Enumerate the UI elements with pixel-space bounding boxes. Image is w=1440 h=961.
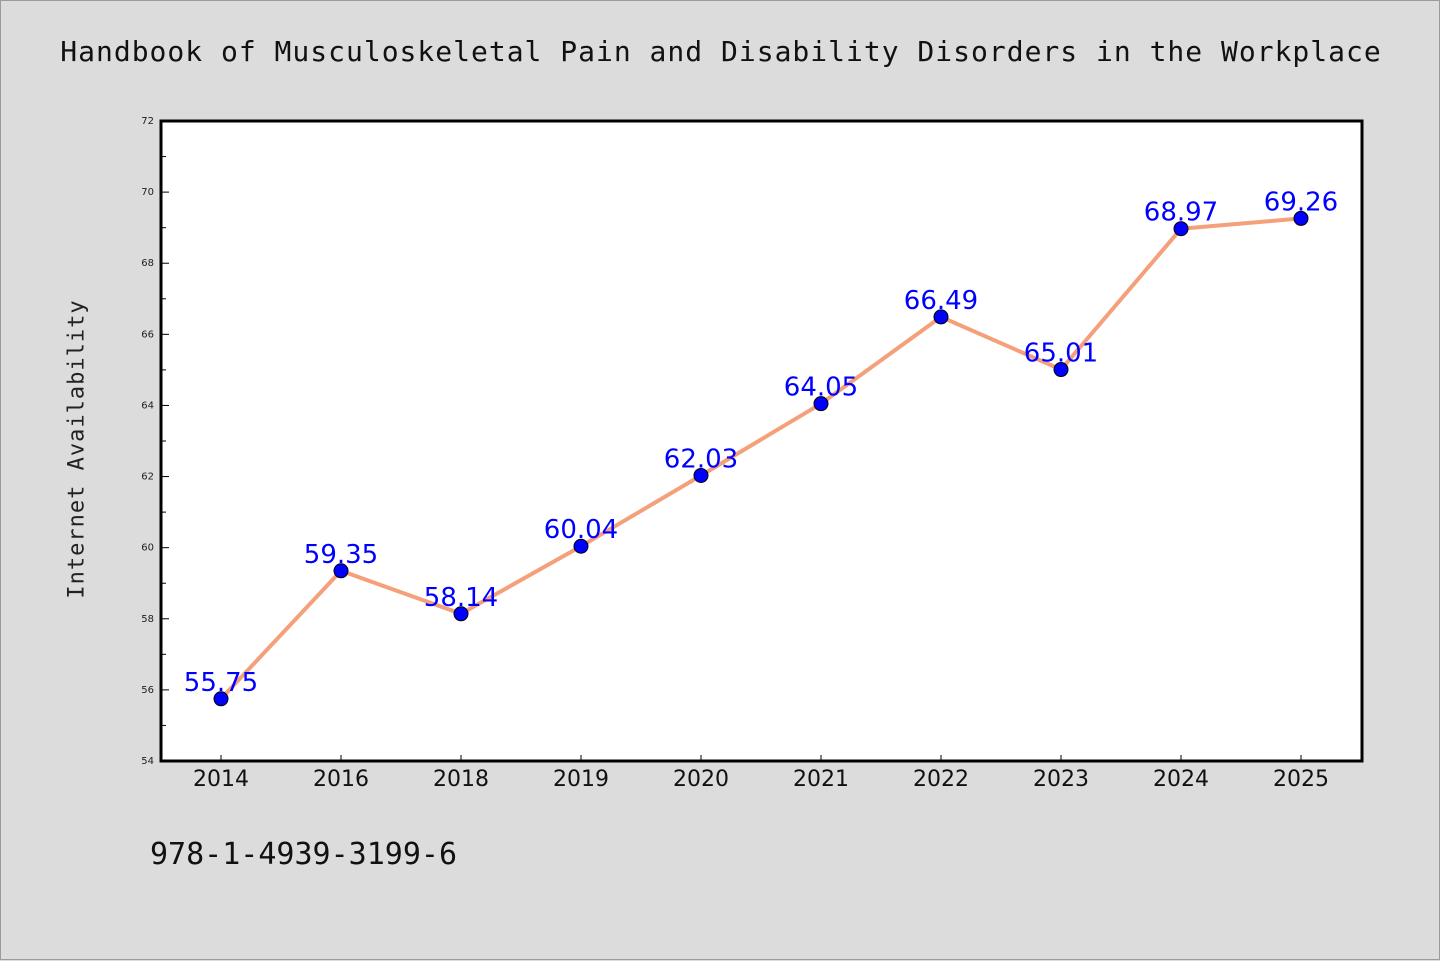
isbn-label: 978-1-4939-3199-6 (150, 837, 458, 872)
data-point (333, 563, 349, 579)
y-tick-label: 68 (141, 258, 154, 269)
y-tick-label: 60 (141, 543, 154, 554)
data-point (1053, 362, 1069, 378)
data-label: 59.35 (304, 540, 378, 570)
x-tick-label: 2023 (1033, 767, 1089, 792)
data-point (1173, 221, 1189, 237)
data-point (453, 606, 469, 622)
x-tick-label: 2018 (433, 767, 489, 792)
y-tick-label: 62 (141, 472, 154, 483)
y-tick-label: 70 (141, 187, 154, 198)
data-label: 66.49 (904, 286, 978, 316)
y-tick-label: 58 (141, 614, 154, 625)
x-tick-label: 2020 (673, 767, 729, 792)
y-tick-label: 64 (141, 400, 154, 411)
x-tick-label: 2021 (793, 767, 849, 792)
x-tick-label: 2014 (193, 767, 249, 792)
data-label: 65.01 (1024, 339, 1098, 369)
data-label: 64.05 (784, 373, 858, 403)
data-label: 55.75 (184, 668, 258, 698)
x-tick-label: 2022 (913, 767, 969, 792)
x-tick-label: 2016 (313, 767, 369, 792)
y-tick-label: 54 (141, 756, 154, 767)
data-label: 68.97 (1144, 198, 1218, 228)
data-label: 58.14 (424, 583, 498, 613)
data-point (573, 538, 589, 554)
chart-title: Handbook of Musculoskeletal Pain and Dis… (60, 35, 1382, 68)
data-label: 62.03 (664, 444, 738, 474)
y-tick-label: 66 (141, 329, 154, 340)
series-line (219, 216, 1302, 701)
x-tick-label: 2025 (1273, 767, 1329, 792)
plot-border (159, 119, 1364, 763)
x-tick-label: 2019 (553, 767, 609, 792)
data-point (933, 309, 949, 325)
data-label: 69.26 (1264, 187, 1338, 217)
y-tick-label: 56 (141, 685, 154, 696)
x-tick-label: 2024 (1153, 767, 1209, 792)
data-point (213, 691, 229, 707)
data-point (1293, 210, 1309, 226)
data-point (693, 467, 709, 483)
data-label: 60.04 (544, 515, 618, 545)
data-point (813, 396, 829, 412)
y-tick-label: 72 (141, 116, 154, 127)
